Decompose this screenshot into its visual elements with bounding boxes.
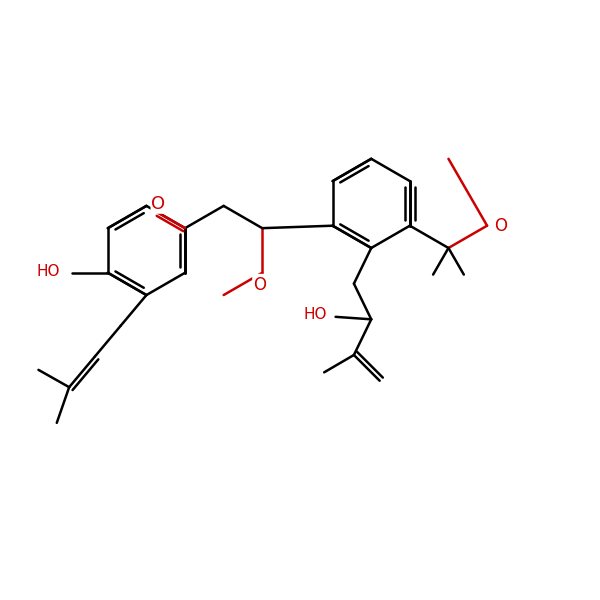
Text: O: O bbox=[253, 276, 266, 294]
Text: O: O bbox=[151, 195, 166, 213]
Text: HO: HO bbox=[303, 307, 326, 322]
Text: O: O bbox=[253, 275, 266, 293]
Text: O: O bbox=[494, 217, 508, 235]
Text: HO: HO bbox=[36, 264, 60, 279]
